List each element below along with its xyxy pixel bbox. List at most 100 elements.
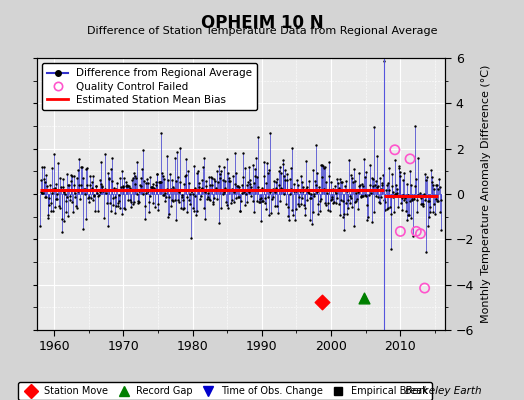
Point	[176, 145, 184, 151]
Point	[316, 196, 325, 203]
Point	[362, 169, 370, 176]
Point	[202, 182, 211, 189]
Point	[57, 216, 66, 222]
Point	[285, 217, 293, 223]
Point	[78, 187, 86, 194]
Point	[97, 184, 106, 190]
Point	[430, 200, 438, 207]
Point	[415, 193, 423, 199]
Point	[416, 190, 424, 196]
Point	[162, 194, 170, 200]
Point	[325, 158, 334, 165]
Point	[110, 195, 118, 202]
Point	[361, 192, 369, 198]
Point	[198, 177, 206, 183]
Point	[206, 197, 215, 203]
Point	[105, 176, 113, 182]
Point	[216, 205, 225, 211]
Point	[141, 202, 149, 209]
Point	[334, 201, 343, 208]
Point	[146, 193, 154, 200]
Point	[378, 182, 387, 188]
Point	[153, 171, 161, 178]
Point	[148, 184, 156, 190]
Point	[64, 213, 73, 219]
Point	[248, 186, 256, 193]
Point	[411, 123, 420, 130]
Point	[375, 174, 384, 181]
Point	[262, 206, 270, 212]
Point	[222, 156, 231, 162]
Point	[100, 187, 108, 194]
Point	[127, 204, 136, 211]
Point	[37, 189, 45, 195]
Point	[303, 197, 311, 204]
Point	[314, 201, 322, 207]
Point	[95, 192, 103, 198]
Point	[430, 186, 439, 192]
Point	[269, 186, 277, 192]
Point	[228, 197, 236, 203]
Point	[408, 196, 416, 203]
Point	[245, 188, 253, 195]
Point	[340, 211, 348, 217]
Point	[156, 179, 164, 186]
Point	[330, 199, 338, 205]
Point	[265, 167, 274, 173]
Point	[204, 194, 212, 200]
Point	[273, 203, 281, 210]
Point	[343, 188, 352, 194]
Point	[404, 212, 412, 218]
Point	[63, 171, 71, 178]
Point	[147, 184, 156, 190]
Point	[163, 214, 172, 221]
Point	[266, 188, 274, 195]
Point	[297, 201, 305, 208]
Point	[359, 182, 368, 189]
Point	[269, 193, 278, 200]
Point	[366, 182, 375, 188]
Point	[187, 188, 195, 194]
Point	[402, 208, 410, 214]
Point	[364, 192, 373, 198]
Point	[155, 179, 163, 186]
Point	[221, 185, 229, 192]
Point	[340, 227, 348, 233]
Point	[429, 182, 437, 188]
Point	[130, 172, 139, 179]
Point	[211, 178, 219, 184]
Point	[272, 176, 281, 183]
Point	[46, 182, 54, 188]
Point	[131, 181, 139, 187]
Point	[330, 183, 339, 189]
Point	[290, 181, 298, 188]
Point	[295, 202, 303, 209]
Point	[150, 186, 159, 192]
Point	[170, 186, 178, 192]
Point	[373, 153, 381, 160]
Point	[213, 196, 222, 202]
Point	[87, 194, 95, 201]
Point	[278, 186, 286, 192]
Point	[399, 176, 408, 183]
Point	[209, 201, 217, 207]
Point	[286, 191, 294, 197]
Point	[89, 172, 97, 179]
Point	[271, 185, 280, 191]
Point	[385, 165, 394, 171]
Point	[122, 179, 130, 186]
Point	[175, 188, 183, 195]
Point	[168, 177, 177, 183]
Point	[51, 181, 60, 188]
Point	[368, 183, 377, 190]
Point	[335, 176, 344, 182]
Point	[396, 173, 404, 179]
Point	[360, 156, 368, 162]
Point	[178, 194, 187, 200]
Point	[367, 190, 375, 196]
Point	[54, 187, 63, 193]
Point	[283, 171, 291, 178]
Point	[282, 201, 290, 207]
Point	[172, 216, 181, 223]
Point	[394, 189, 402, 196]
